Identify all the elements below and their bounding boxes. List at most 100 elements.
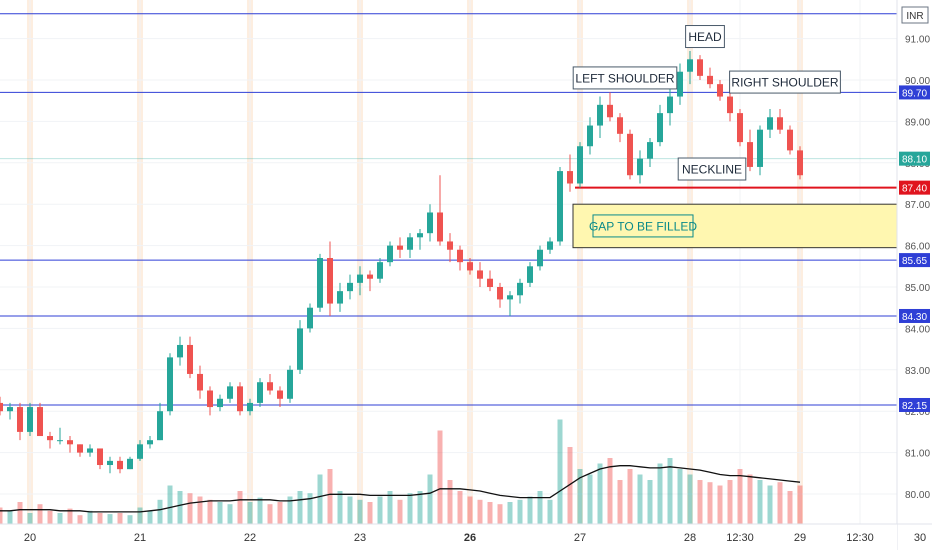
candle[interactable]: [157, 402, 163, 441]
candle[interactable]: [337, 282, 343, 312]
candle[interactable]: [747, 129, 753, 172]
candle[interactable]: [37, 402, 43, 437]
candle[interactable]: [207, 386, 213, 416]
candle[interactable]: [57, 427, 63, 445]
level-price-tag[interactable]: 89.70: [902, 88, 927, 99]
candle[interactable]: [327, 241, 333, 316]
annotation-box[interactable]: [572, 66, 678, 90]
candle[interactable]: [757, 125, 763, 176]
candle[interactable]: [317, 253, 323, 312]
candle[interactable]: [187, 336, 193, 379]
candle[interactable]: [497, 282, 503, 308]
candle[interactable]: [437, 175, 443, 246]
candle[interactable]: [227, 382, 233, 403]
candle[interactable]: [117, 456, 123, 474]
candle[interactable]: [97, 448, 103, 470]
candle[interactable]: [167, 353, 173, 416]
candle[interactable]: [797, 146, 803, 180]
candle[interactable]: [277, 386, 283, 408]
candles[interactable]: [0, 51, 803, 474]
candle[interactable]: [627, 129, 633, 180]
candle[interactable]: [47, 431, 53, 449]
level-price-tag[interactable]: 82.15: [902, 401, 927, 412]
price-axis[interactable]: 80.00 81.00 82.00 83.00 84.00 85.00 86.00 87.00…: [896, 0, 932, 550]
candle[interactable]: [247, 398, 253, 416]
neckline-price-tag[interactable]: 87.40: [902, 184, 927, 195]
currency-badge[interactable]: [901, 6, 929, 24]
candle[interactable]: [487, 270, 493, 292]
candle[interactable]: [667, 88, 673, 126]
candle[interactable]: [477, 262, 483, 287]
candle[interactable]: [737, 108, 743, 147]
candle[interactable]: [697, 55, 703, 80]
candle[interactable]: [547, 237, 553, 254]
candle[interactable]: [557, 166, 563, 246]
candle[interactable]: [687, 51, 693, 85]
candle[interactable]: [307, 303, 313, 333]
candle[interactable]: [577, 142, 583, 188]
candle[interactable]: [727, 92, 733, 122]
candle[interactable]: [767, 108, 773, 138]
candle[interactable]: [387, 241, 393, 267]
candle[interactable]: [457, 245, 463, 271]
candle[interactable]: [397, 237, 403, 259]
annotation-box[interactable]: [729, 70, 841, 94]
candle[interactable]: [597, 96, 603, 138]
candle[interactable]: [507, 291, 513, 316]
candle[interactable]: [607, 92, 613, 122]
annotation-box[interactable]: [677, 157, 747, 181]
level-price-tag[interactable]: 85.65: [902, 256, 927, 267]
candle[interactable]: [177, 336, 183, 366]
annotation-box[interactable]: [685, 25, 725, 49]
candle[interactable]: [77, 444, 83, 457]
candle[interactable]: [717, 80, 723, 101]
candle[interactable]: [527, 262, 533, 287]
candle[interactable]: [67, 436, 73, 453]
level-price-tag[interactable]: 84.30: [902, 312, 927, 323]
candle[interactable]: [367, 270, 373, 292]
candle[interactable]: [27, 402, 33, 437]
candle[interactable]: [17, 402, 23, 441]
candle[interactable]: [267, 373, 273, 395]
candle[interactable]: [137, 440, 143, 461]
candle[interactable]: [147, 436, 153, 449]
candle[interactable]: [657, 104, 663, 147]
candle[interactable]: [7, 402, 13, 420]
candle[interactable]: [257, 378, 263, 408]
candle[interactable]: [377, 258, 383, 283]
candle[interactable]: [707, 67, 713, 89]
candle-body: [47, 436, 53, 441]
candle[interactable]: [587, 117, 593, 155]
candle[interactable]: [217, 394, 223, 412]
candle[interactable]: [537, 245, 543, 271]
candle[interactable]: [297, 320, 303, 374]
candle[interactable]: [787, 125, 793, 155]
annotations[interactable]: HEAD LEFT SHOULDER RIGHT SHOULDER NECKLINE G…: [572, 25, 841, 238]
candle[interactable]: [647, 137, 653, 167]
candle[interactable]: [127, 456, 133, 470]
candle[interactable]: [617, 113, 623, 143]
candle[interactable]: [777, 108, 783, 134]
candle[interactable]: [0, 396, 3, 416]
candle[interactable]: [87, 444, 93, 457]
volume-bar: [477, 499, 483, 524]
candle[interactable]: [567, 154, 573, 192]
candle[interactable]: [357, 266, 363, 296]
candle[interactable]: [197, 365, 203, 399]
candle[interactable]: [347, 274, 353, 300]
candle[interactable]: [417, 229, 423, 250]
candle[interactable]: [107, 456, 113, 474]
candle[interactable]: [677, 63, 683, 105]
candle[interactable]: [517, 278, 523, 304]
candle[interactable]: [467, 258, 473, 275]
last-price-tag[interactable]: 88.10: [902, 155, 927, 166]
candle[interactable]: [237, 382, 243, 416]
candle[interactable]: [427, 204, 433, 242]
candle[interactable]: [637, 150, 643, 184]
candle[interactable]: [287, 365, 293, 403]
candle[interactable]: [447, 233, 453, 263]
time-axis[interactable]: 20 21 22 23 26 27 28 12:30 29 12:30 30: [0, 523, 932, 550]
candle-body: [737, 113, 743, 143]
candle[interactable]: [407, 233, 413, 259]
